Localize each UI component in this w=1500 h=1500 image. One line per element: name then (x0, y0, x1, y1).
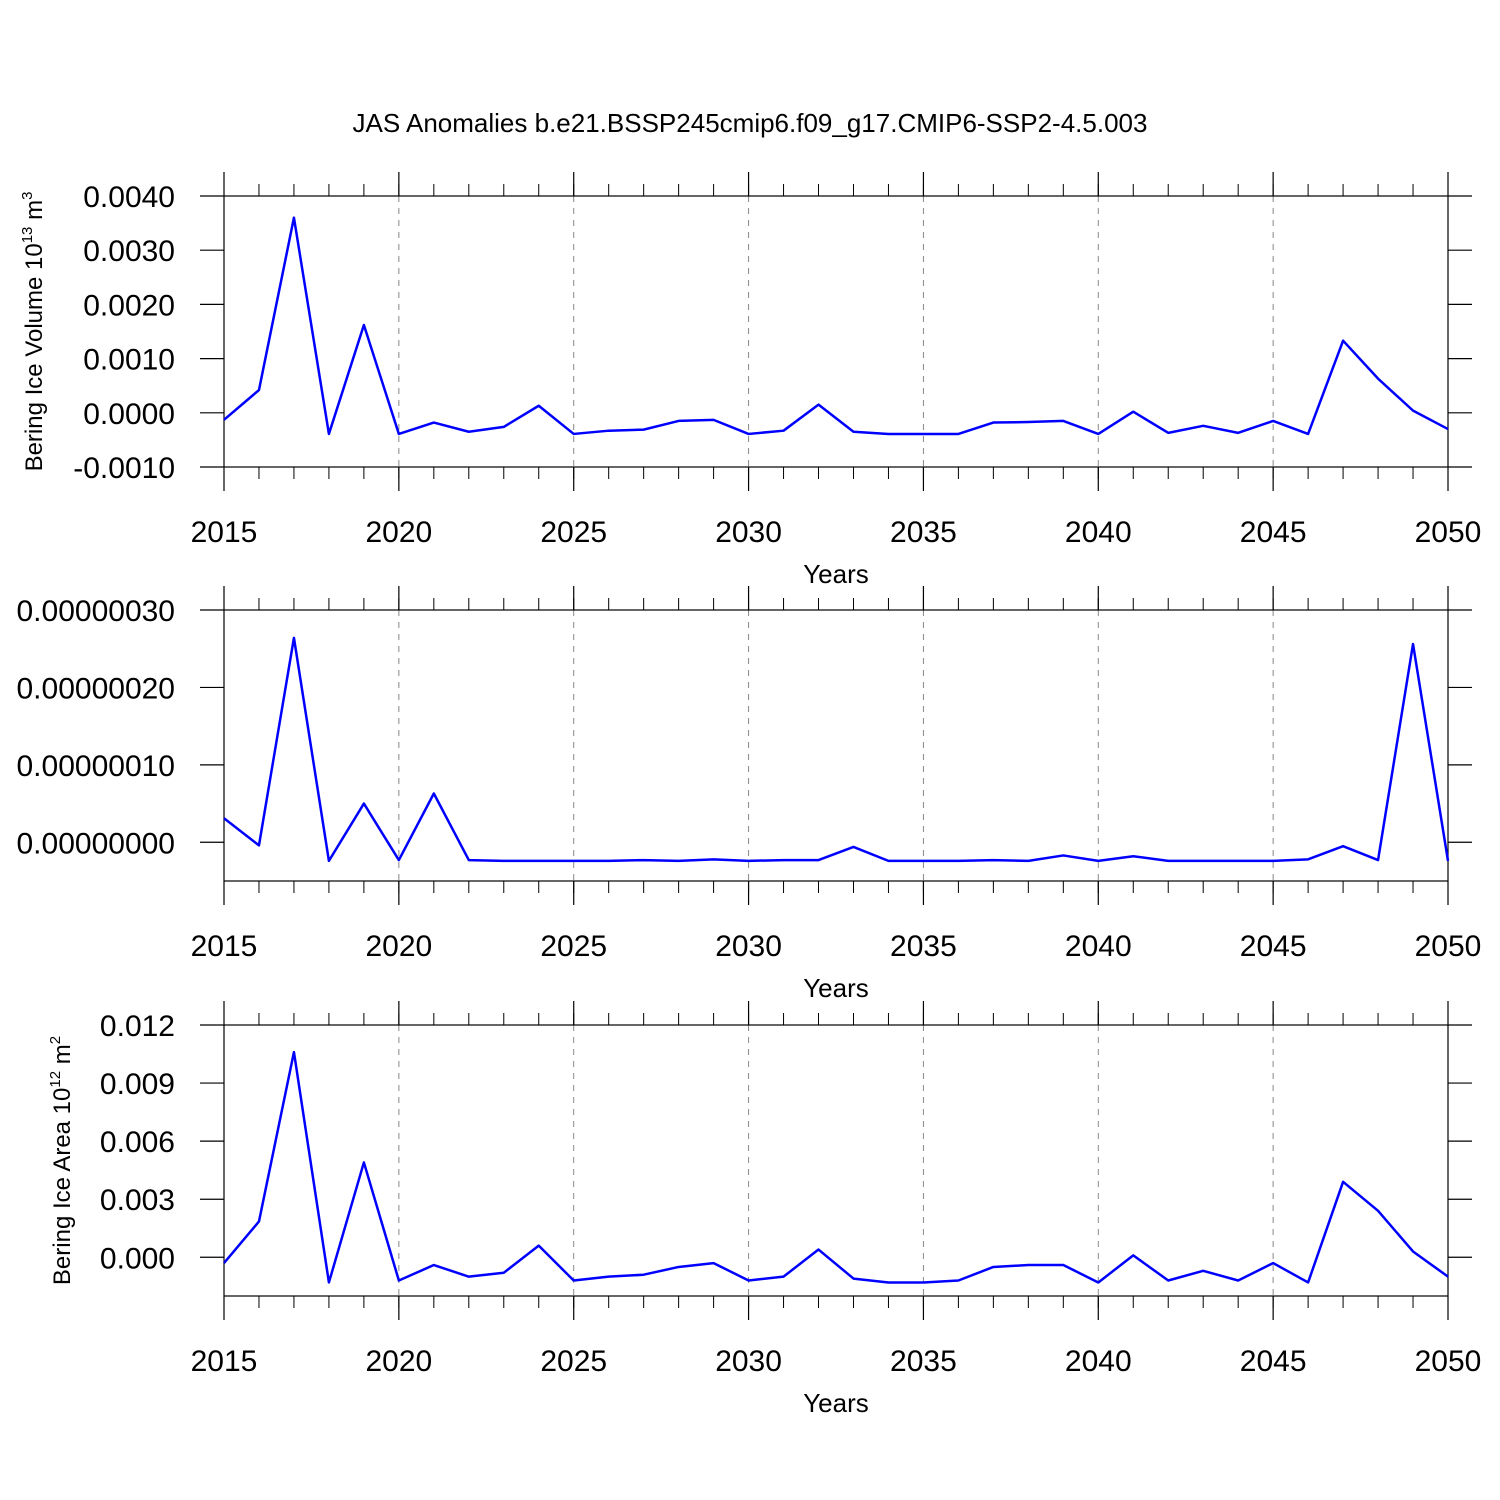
x-tick-label: 2025 (540, 516, 607, 549)
y-tick-label: 0.00000010 (17, 750, 176, 783)
x-tick-label: 2020 (365, 516, 432, 549)
y-label-text: Bering Ice Area 10 (49, 1088, 76, 1285)
x-tick-label: 2035 (890, 516, 957, 549)
x-tick-label: 2015 (191, 1345, 258, 1378)
x-tick-label: 2015 (191, 516, 258, 549)
plot-frame (223, 1024, 1449, 1297)
y-tick-label: 0.009 (100, 1068, 175, 1101)
x-tick-label: 2015 (191, 930, 258, 963)
y-label-unit-exponent: 3 (19, 192, 36, 200)
y-tick-label: 0.0010 (83, 344, 175, 377)
x-tick-label: 2020 (365, 1345, 432, 1378)
y-axis-label: Bering Ice Area 1012 m2 (47, 1036, 76, 1285)
data-line (223, 216, 1449, 436)
plot-frame (223, 195, 1449, 468)
x-tick-label: 2025 (540, 1345, 607, 1378)
x-tick-label: 2040 (1065, 930, 1132, 963)
x-tick-label: 2050 (1415, 1345, 1482, 1378)
chart-title: JAS Anomalies b.e21.BSSP245cmip6.f09_g17… (353, 108, 1148, 138)
x-axis-label: Years (803, 559, 869, 589)
y-tick-label: 0.00000030 (17, 595, 176, 628)
x-tick-label: 2040 (1065, 516, 1132, 549)
x-tick-label: 2035 (890, 930, 957, 963)
x-tick-label: 2040 (1065, 1345, 1132, 1378)
y-tick-label: 0.003 (100, 1184, 175, 1217)
x-tick-label: 2050 (1415, 930, 1482, 963)
x-tick-label: 2045 (1240, 930, 1307, 963)
y-label-unit: m (21, 200, 48, 227)
y-label-exponent: 13 (19, 227, 36, 244)
plot-frame (223, 609, 1449, 882)
x-tick-label: 2030 (715, 516, 782, 549)
y-label-unit-exponent: 2 (47, 1036, 64, 1044)
x-tick-label: 2030 (715, 1345, 782, 1378)
x-axis-label: Years (803, 1388, 869, 1418)
x-tick-label: 2035 (890, 1345, 957, 1378)
y-tick-label: 0.0040 (83, 181, 175, 214)
y-tick-label: 0.00000020 (17, 672, 176, 705)
x-axis-label: Years (803, 973, 869, 1003)
y-tick-label: 0.0020 (83, 289, 175, 322)
y-tick-label: 0.00000000 (17, 827, 176, 860)
data-line (223, 1050, 1449, 1284)
y-tick-label: 0.000 (100, 1242, 175, 1275)
y-tick-label: 0.0030 (83, 235, 175, 268)
x-tick-label: 2050 (1415, 516, 1482, 549)
y-tick-label: 0.006 (100, 1126, 175, 1159)
y-label-exponent: 12 (47, 1071, 64, 1088)
y-tick-label: 0.0000 (83, 398, 175, 431)
x-tick-label: 2020 (365, 930, 432, 963)
x-tick-label: 2045 (1240, 1345, 1307, 1378)
y-axis-label: Bering Ice Volume 1013 m3 (19, 192, 48, 472)
y-tick-label: 0.012 (100, 1010, 175, 1043)
y-label-text: Bering Ice Volume 10 (21, 243, 48, 471)
y-label-unit: m (49, 1044, 76, 1071)
data-line (223, 636, 1450, 863)
x-tick-label: 2045 (1240, 516, 1307, 549)
y-tick-label: -0.0010 (73, 452, 175, 485)
x-tick-label: 2030 (715, 930, 782, 963)
x-tick-label: 2025 (540, 930, 607, 963)
